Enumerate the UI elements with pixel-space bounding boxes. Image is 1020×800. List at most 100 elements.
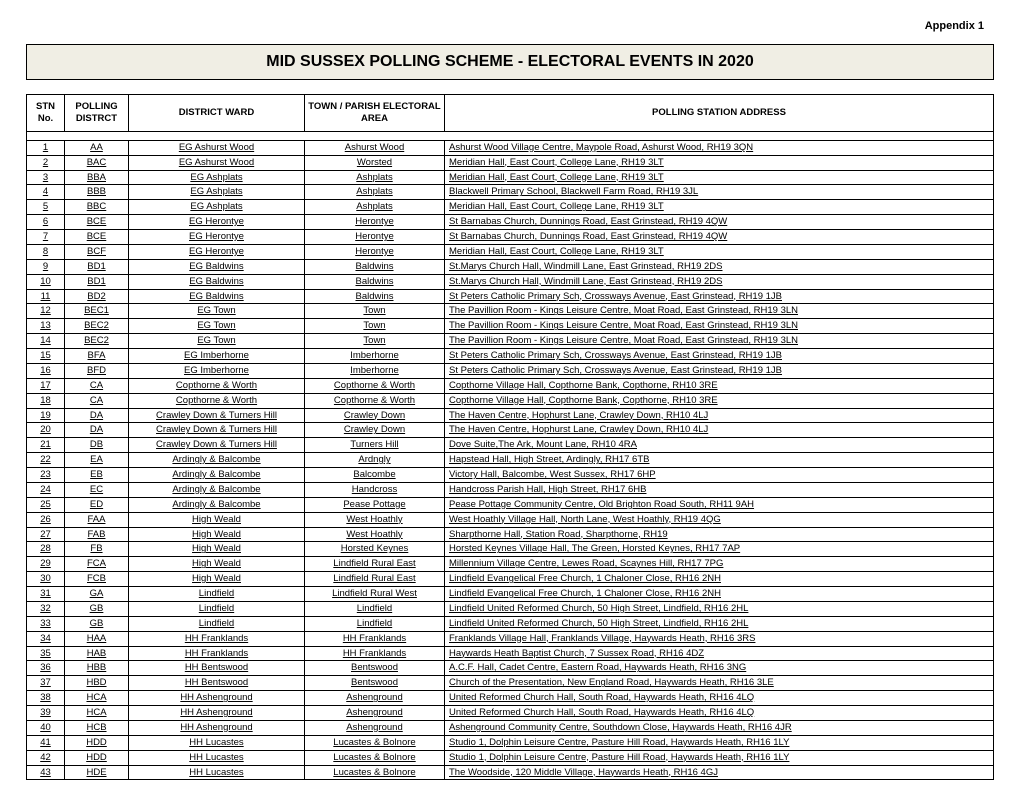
table-cell: United Reformed Church Hall, South Road,… (445, 691, 994, 706)
table-cell: EG Baldwins (129, 289, 305, 304)
table-cell: 26 (27, 512, 65, 527)
table-cell: 16 (27, 363, 65, 378)
table-cell: Imberhorne (305, 349, 445, 364)
table-row: 21DBCrawley Down & Turners HillTurners H… (27, 438, 994, 453)
table-cell: HH Lucastes (129, 750, 305, 765)
table-cell: GB (65, 601, 129, 616)
table-cell: 3 (27, 170, 65, 185)
table-cell: 34 (27, 631, 65, 646)
table-cell: BD1 (65, 274, 129, 289)
table-cell: Crawley Down & Turners Hill (129, 423, 305, 438)
table-cell: BCE (65, 215, 129, 230)
table-cell: 23 (27, 468, 65, 483)
table-row: 8BCFEG HerontyeHerontyeMeridian Hall, Ea… (27, 244, 994, 259)
table-cell: HDE (65, 765, 129, 780)
table-cell: Town (305, 304, 445, 319)
table-cell: HH Bentswood (129, 676, 305, 691)
table-row: 34HAAHH FranklandsHH FranklandsFrankland… (27, 631, 994, 646)
table-cell: St Barnabas Church, Dunnings Road, East … (445, 230, 994, 245)
table-cell: 18 (27, 393, 65, 408)
table-row: 24ECArdingly & BalcombeHandcrossHandcros… (27, 482, 994, 497)
table-cell: Bentswood (305, 676, 445, 691)
table-row: 35HABHH FranklandsHH FranklandsHaywards … (27, 646, 994, 661)
table-cell: Crawley Down & Turners Hill (129, 408, 305, 423)
table-cell: 28 (27, 542, 65, 557)
table-cell: Pease Pottage Community Centre, Old Brig… (445, 497, 994, 512)
table-cell: 43 (27, 765, 65, 780)
table-cell: HCA (65, 706, 129, 721)
table-cell: FCA (65, 557, 129, 572)
table-cell: Lindfield Evangelical Free Church, 1 Cha… (445, 572, 994, 587)
table-row: 20DACrawley Down & Turners HillCrawley D… (27, 423, 994, 438)
table-cell: Horsted Keynes Village Hall, The Green, … (445, 542, 994, 557)
table-row: 6BCEEG HerontyeHerontyeSt Barnabas Churc… (27, 215, 994, 230)
table-cell: Lucastes & Bolnore (305, 735, 445, 750)
table-cell: Ardingly & Balcombe (129, 482, 305, 497)
table-cell: 29 (27, 557, 65, 572)
table-cell: 7 (27, 230, 65, 245)
table-cell: Herontye (305, 230, 445, 245)
table-cell: Meridian Hall, East Court, College Lane,… (445, 244, 994, 259)
table-row: 28FBHigh WealdHorsted KeynesHorsted Keyn… (27, 542, 994, 557)
table-cell: Meridian Hall, East Court, College Lane,… (445, 155, 994, 170)
table-cell: Franklands Village Hall, Franklands Vill… (445, 631, 994, 646)
table-cell: Victory Hall, Balcombe, West Sussex, RH1… (445, 468, 994, 483)
table-row: 39HCAHH AshengroundAshengroundUnited Ref… (27, 706, 994, 721)
table-cell: ED (65, 497, 129, 512)
table-body: 1AAEG Ashurst WoodAshurst WoodAshurst Wo… (27, 140, 994, 780)
table-cell: CA (65, 378, 129, 393)
table-row: 37HBDHH BentswoodBentswoodChurch of the … (27, 676, 994, 691)
table-cell: 12 (27, 304, 65, 319)
table-row: 17CACopthorne & WorthCopthorne & WorthCo… (27, 378, 994, 393)
table-cell: Ardingly & Balcombe (129, 497, 305, 512)
table-row: 36HBBHH BentswoodBentswoodA.C.F. Hall, C… (27, 661, 994, 676)
table-cell: A.C.F. Hall, Cadet Centre, Eastern Road,… (445, 661, 994, 676)
table-cell: EG Ashplats (129, 170, 305, 185)
appendix-label: Appendix 1 (26, 20, 994, 32)
table-cell: Ashurst Wood Village Centre, Maypole Roa… (445, 140, 994, 155)
table-cell: Ashenground (305, 706, 445, 721)
table-cell: HH Lucastes (129, 735, 305, 750)
table-row: 13BEC2EG TownTownThe Pavillion Room - Ki… (27, 319, 994, 334)
table-cell: Ashenground Community Centre, Southdown … (445, 720, 994, 735)
table-cell: Ashenground (305, 720, 445, 735)
table-cell: EG Baldwins (129, 274, 305, 289)
table-cell: Meridian Hall, East Court, College Lane,… (445, 200, 994, 215)
table-cell: Balcombe (305, 468, 445, 483)
table-cell: HH Franklands (129, 646, 305, 661)
table-cell: EG Herontye (129, 244, 305, 259)
table-cell: BFA (65, 349, 129, 364)
table-row: 16BFDEG ImberhorneImberhorneSt Peters Ca… (27, 363, 994, 378)
table-cell: United Reformed Church Hall, South Road,… (445, 706, 994, 721)
table-cell: HDD (65, 750, 129, 765)
table-cell: Copthorne & Worth (129, 393, 305, 408)
table-cell: Copthorne & Worth (305, 378, 445, 393)
table-cell: BEC2 (65, 319, 129, 334)
table-cell: 21 (27, 438, 65, 453)
spacer-row (27, 131, 994, 140)
table-cell: Blackwell Primary School, Blackwell Farm… (445, 185, 994, 200)
table-cell: Ashplats (305, 185, 445, 200)
table-cell: 41 (27, 735, 65, 750)
table-cell: HBB (65, 661, 129, 676)
table-cell: 24 (27, 482, 65, 497)
table-cell: Imberhorne (305, 363, 445, 378)
table-cell: 38 (27, 691, 65, 706)
table-cell: Lucastes & Bolnore (305, 750, 445, 765)
table-cell: Ardngly (305, 453, 445, 468)
table-cell: BEC2 (65, 334, 129, 349)
table-row: 31GALindfieldLindfield Rural WestLindfie… (27, 587, 994, 602)
table-cell: Crawley Down & Turners Hill (129, 438, 305, 453)
table-cell: Lindfield United Reformed Church, 50 Hig… (445, 601, 994, 616)
table-cell: Lindfield Rural East (305, 572, 445, 587)
table-cell: Town (305, 319, 445, 334)
table-cell: 13 (27, 319, 65, 334)
table-cell: EG Ashurst Wood (129, 140, 305, 155)
table-cell: HH Lucastes (129, 765, 305, 780)
table-cell: West Hoathly (305, 527, 445, 542)
table-row: 5BBCEG AshplatsAshplatsMeridian Hall, Ea… (27, 200, 994, 215)
table-cell: EG Ashplats (129, 200, 305, 215)
table-cell: High Weald (129, 542, 305, 557)
table-cell: 2 (27, 155, 65, 170)
table-cell: Lindfield United Reformed Church, 50 Hig… (445, 616, 994, 631)
